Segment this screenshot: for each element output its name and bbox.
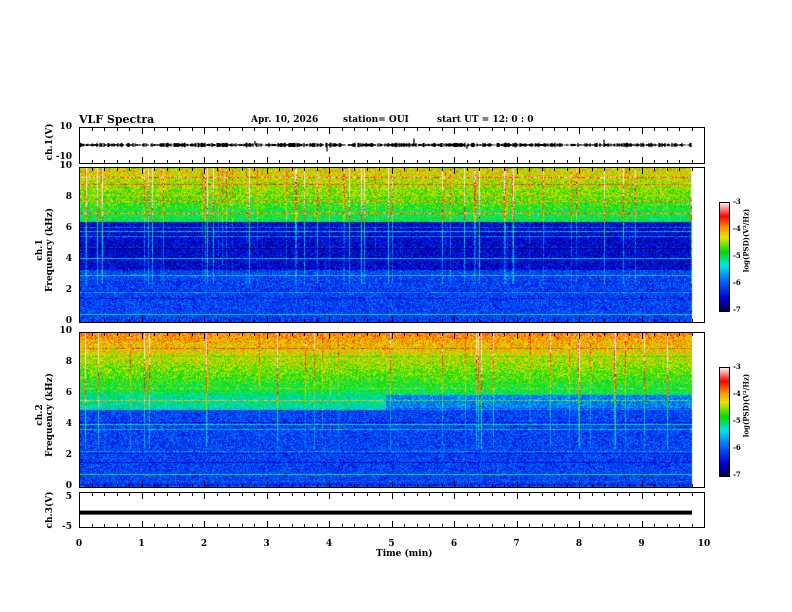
ch3-ytick: -5: [62, 522, 72, 532]
ch1-colorbar-label: log(PSD)(V²/Hz): [741, 208, 751, 273]
colorbar-tick: -3: [733, 197, 741, 206]
x-tick-label: 0: [75, 539, 83, 549]
date-label: Apr. 10, 2026: [251, 115, 319, 125]
colorbar-tick: -5: [733, 251, 741, 260]
ch1-ytick: -10: [55, 152, 72, 162]
x-axis-label: Time (min): [376, 549, 433, 559]
x-tick-label: 6: [450, 539, 458, 549]
spec-ytick: 2: [65, 450, 72, 460]
ch1-spectrogram: [79, 167, 705, 323]
plot-frame: [79, 167, 705, 323]
ch2-spectrogram: [79, 332, 705, 488]
spec-ytick: 4: [65, 419, 72, 429]
x-tick-label: 9: [638, 539, 645, 549]
ch1-ytick: 10: [59, 122, 72, 132]
ch2-colorbar: [719, 367, 730, 477]
spec-ytick: 10: [59, 161, 72, 171]
spec-ytick: 0: [65, 316, 72, 326]
start-time-label: start UT = 12: 0 : 0: [437, 115, 534, 125]
plot-title: VLF Spectra: [79, 113, 155, 126]
ch1-waveform-plot: [79, 127, 705, 164]
colorbar-tick: -4: [733, 389, 741, 398]
spec-ytick: 0: [65, 481, 72, 491]
ch2-spectrogram-axes: [79, 332, 705, 488]
x-tick-label: 5: [388, 539, 395, 549]
ch1-spectrogram-axes: [79, 167, 705, 323]
plot-frame: [79, 332, 705, 488]
spec-ytick: 8: [65, 357, 72, 367]
x-tick-label: 2: [200, 539, 208, 549]
colorbar-tick: -7: [733, 470, 741, 479]
colorbar-tick: -5: [733, 416, 741, 425]
x-tick-label: 3: [263, 539, 270, 549]
x-tick-label: 1: [138, 539, 145, 549]
spec-ytick: 6: [65, 223, 72, 233]
spec-ytick: 6: [65, 388, 72, 398]
ch3-ytick: 5: [65, 492, 72, 502]
spec-ytick: 2: [65, 285, 72, 295]
x-tick-label: 8: [575, 539, 583, 549]
colorbar-tick: -6: [733, 278, 741, 287]
spec-ytick: 10: [59, 326, 72, 336]
colorbar-tick: -3: [733, 362, 741, 371]
spec-ytick: 8: [65, 192, 72, 202]
ch1-signal: [79, 138, 692, 152]
spec-ytick: 4: [65, 254, 72, 264]
x-tick-label: 7: [513, 539, 520, 549]
ch3-ylabel: ch.3(V): [45, 491, 55, 529]
x-tick-label: 10: [697, 539, 711, 549]
colorbar-tick: -4: [733, 224, 741, 233]
station-label: station= OUI: [343, 115, 409, 125]
ch3-waveform-plot: [79, 492, 705, 528]
ch1-colorbar: [719, 202, 730, 312]
ch2-colorbar-label: log(PSD)(V²/Hz): [741, 373, 751, 438]
colorbar-tick: -7: [733, 305, 741, 314]
colorbar-tick: -6: [733, 443, 741, 452]
x-tick-label: 4: [325, 539, 333, 549]
